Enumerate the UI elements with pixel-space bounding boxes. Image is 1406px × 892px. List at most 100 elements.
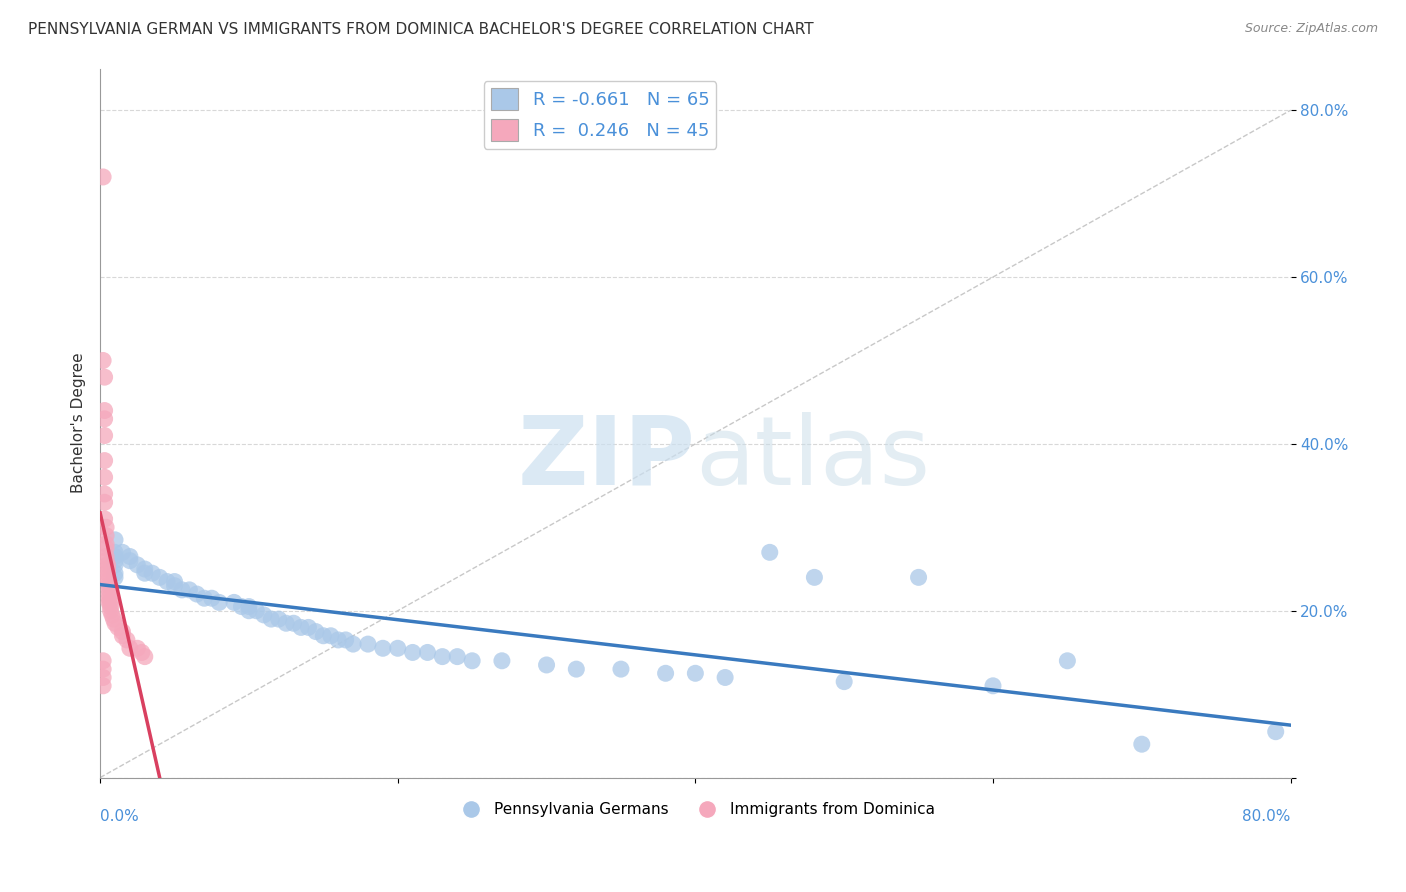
Point xyxy=(907,570,929,584)
Point xyxy=(149,570,172,584)
Point xyxy=(104,533,127,547)
Point xyxy=(103,612,125,626)
Point xyxy=(156,574,179,589)
Point xyxy=(91,353,114,368)
Point xyxy=(179,582,201,597)
Point xyxy=(98,587,121,601)
Point xyxy=(104,566,127,581)
Point xyxy=(98,595,121,609)
Point xyxy=(93,495,115,509)
Point xyxy=(93,453,115,467)
Point xyxy=(1264,724,1286,739)
Point xyxy=(1130,737,1153,751)
Point xyxy=(111,624,134,639)
Point xyxy=(91,654,114,668)
Point xyxy=(107,620,129,634)
Point xyxy=(100,595,122,609)
Point xyxy=(93,487,115,501)
Point xyxy=(127,558,149,572)
Point xyxy=(94,541,117,556)
Y-axis label: Bachelor's Degree: Bachelor's Degree xyxy=(72,352,86,493)
Point xyxy=(446,649,468,664)
Point xyxy=(283,616,305,631)
Point xyxy=(98,579,121,593)
Point xyxy=(536,657,558,672)
Point xyxy=(401,645,423,659)
Point xyxy=(104,616,127,631)
Point xyxy=(260,612,283,626)
Point xyxy=(100,604,122,618)
Point xyxy=(981,679,1004,693)
Point xyxy=(654,666,676,681)
Point xyxy=(115,632,138,647)
Point xyxy=(714,670,737,684)
Text: 80.0%: 80.0% xyxy=(1243,809,1291,824)
Legend: Pennsylvania Germans, Immigrants from Dominica: Pennsylvania Germans, Immigrants from Do… xyxy=(450,796,941,823)
Point xyxy=(91,169,114,184)
Point xyxy=(163,579,186,593)
Point xyxy=(461,654,484,668)
Point xyxy=(94,549,117,564)
Point xyxy=(98,591,121,606)
Point xyxy=(93,428,115,442)
Point xyxy=(416,645,439,659)
Point xyxy=(94,554,117,568)
Point xyxy=(97,562,120,576)
Point xyxy=(312,629,335,643)
Point xyxy=(163,574,186,589)
Point xyxy=(94,529,117,543)
Point xyxy=(245,604,267,618)
Point xyxy=(1056,654,1078,668)
Point xyxy=(267,612,290,626)
Point xyxy=(104,558,127,572)
Point xyxy=(231,599,253,614)
Point xyxy=(97,558,120,572)
Point xyxy=(387,641,409,656)
Point xyxy=(93,470,115,484)
Point xyxy=(93,512,115,526)
Text: atlas: atlas xyxy=(696,412,931,505)
Point xyxy=(201,591,224,606)
Point xyxy=(127,641,149,656)
Text: ZIP: ZIP xyxy=(517,412,696,505)
Point xyxy=(803,570,825,584)
Point xyxy=(93,403,115,417)
Point xyxy=(91,679,114,693)
Point xyxy=(91,670,114,684)
Point xyxy=(319,629,342,643)
Point xyxy=(610,662,633,676)
Point xyxy=(97,570,120,584)
Point xyxy=(357,637,380,651)
Point xyxy=(111,545,134,559)
Text: 0.0%: 0.0% xyxy=(100,809,139,824)
Point xyxy=(305,624,328,639)
Point xyxy=(131,645,153,659)
Point xyxy=(342,637,364,651)
Point xyxy=(371,641,394,656)
Point xyxy=(170,582,193,597)
Point xyxy=(335,632,357,647)
Point xyxy=(98,582,121,597)
Point xyxy=(208,595,231,609)
Point xyxy=(290,620,312,634)
Point xyxy=(134,649,156,664)
Point xyxy=(97,574,120,589)
Point xyxy=(94,537,117,551)
Point xyxy=(104,549,127,564)
Point xyxy=(104,554,127,568)
Point xyxy=(758,545,780,559)
Point xyxy=(432,649,454,664)
Point xyxy=(104,545,127,559)
Text: PENNSYLVANIA GERMAN VS IMMIGRANTS FROM DOMINICA BACHELOR'S DEGREE CORRELATION CH: PENNSYLVANIA GERMAN VS IMMIGRANTS FROM D… xyxy=(28,22,814,37)
Point xyxy=(134,562,156,576)
Point xyxy=(93,412,115,426)
Point xyxy=(93,370,115,384)
Point xyxy=(94,520,117,534)
Point xyxy=(141,566,163,581)
Point xyxy=(91,662,114,676)
Point xyxy=(491,654,513,668)
Point xyxy=(111,629,134,643)
Point xyxy=(297,620,319,634)
Point xyxy=(104,570,127,584)
Point xyxy=(186,587,208,601)
